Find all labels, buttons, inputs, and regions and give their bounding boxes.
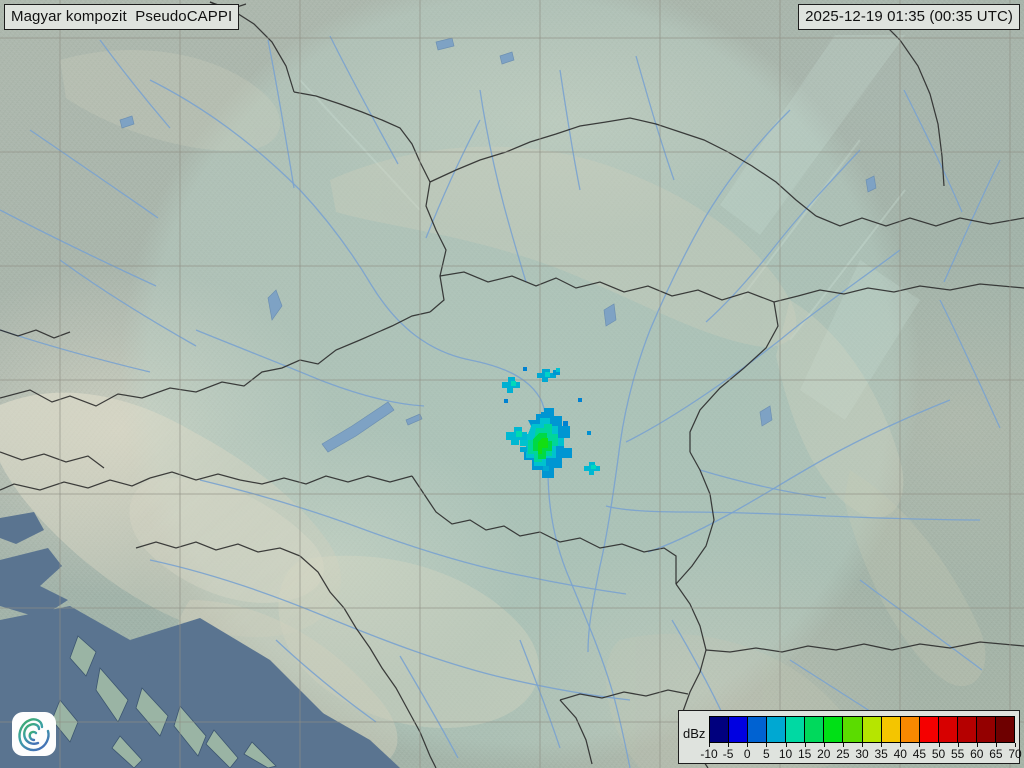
- legend-tick-axis: -10 -5 0 5 10 15 20 25 30 35 40 45 50 55 60 65 70: [700, 743, 1022, 763]
- legend-tick-label: -5: [722, 747, 734, 761]
- legend-tick-label: 5: [763, 747, 770, 761]
- legend-swatch: [843, 717, 863, 742]
- legend-swatch: [995, 717, 1014, 742]
- legend-tickmark: [747, 743, 749, 747]
- legend-tick-label: 0: [743, 747, 751, 761]
- legend-tickmark: [728, 743, 730, 747]
- legend-swatch: [767, 717, 787, 742]
- legend-tickmark: [957, 743, 959, 747]
- legend-tickmark: [919, 743, 921, 747]
- legend-swatch: [710, 717, 730, 742]
- legend-swatch: [748, 717, 768, 742]
- legend-swatch: [957, 717, 977, 742]
- legend-swatch: [862, 717, 882, 742]
- legend-tickmark: [709, 743, 710, 747]
- legend-tickmark: [862, 743, 863, 747]
- legend-tick-label: 35: [874, 747, 888, 761]
- legend-tick-label: 10: [778, 747, 793, 761]
- legend-unit-label: dBz: [683, 726, 706, 741]
- legend-tickmark: [785, 743, 787, 747]
- legend-tick-label: 65: [989, 747, 1003, 761]
- legend-swatch: [824, 717, 844, 742]
- legend-tick-label: 50: [931, 747, 946, 761]
- spiral-logo-icon: [18, 718, 50, 752]
- legend-tickmark: [766, 743, 768, 747]
- legend-tickmark: [1015, 743, 1016, 747]
- legend-tick-label: 15: [797, 747, 812, 761]
- dbz-color-legend: dBz -10 -5 0 5 10 15 20 25 30 35 40 45 50 55 60 65 70: [678, 710, 1022, 764]
- page-title: Magyar kompozit PseudoCAPPI: [4, 4, 240, 30]
- legend-swatch: [786, 717, 806, 742]
- legend-tickmark: [938, 743, 940, 747]
- hungaromet-logo[interactable]: [12, 712, 56, 756]
- legend-swatch: [729, 717, 749, 742]
- legend-color-bar: [709, 716, 1015, 743]
- legend-tickmark: [823, 743, 825, 747]
- legend-tickmark: [881, 743, 883, 747]
- legend-tick-label: 40: [893, 747, 907, 761]
- legend-tick-label: 45: [912, 747, 927, 761]
- legend-tickmark: [995, 743, 997, 747]
- legend-tick-label: 60: [970, 747, 984, 761]
- legend-tickmark: [900, 743, 902, 747]
- legend-tickmark: [842, 743, 844, 747]
- legend-swatch: [881, 717, 901, 742]
- legend-tick-label: 30: [855, 747, 869, 761]
- legend-tick-label: -10: [700, 747, 718, 761]
- legend-tick-label: 20: [817, 747, 831, 761]
- legend-tick-label: 25: [836, 747, 850, 761]
- legend-swatch: [976, 717, 996, 742]
- legend-tick-label: 55: [950, 747, 965, 761]
- legend-swatch: [919, 717, 939, 742]
- legend-swatch: [900, 717, 920, 742]
- legend-tick-label: 70: [1008, 747, 1022, 761]
- legend-swatch: [805, 717, 825, 742]
- legend-swatch: [938, 717, 958, 742]
- timestamp-label: 2025-12-19 01:35 (00:35 UTC): [798, 4, 1020, 30]
- legend-tickmark: [976, 743, 978, 747]
- legend-tickmark: [804, 743, 806, 747]
